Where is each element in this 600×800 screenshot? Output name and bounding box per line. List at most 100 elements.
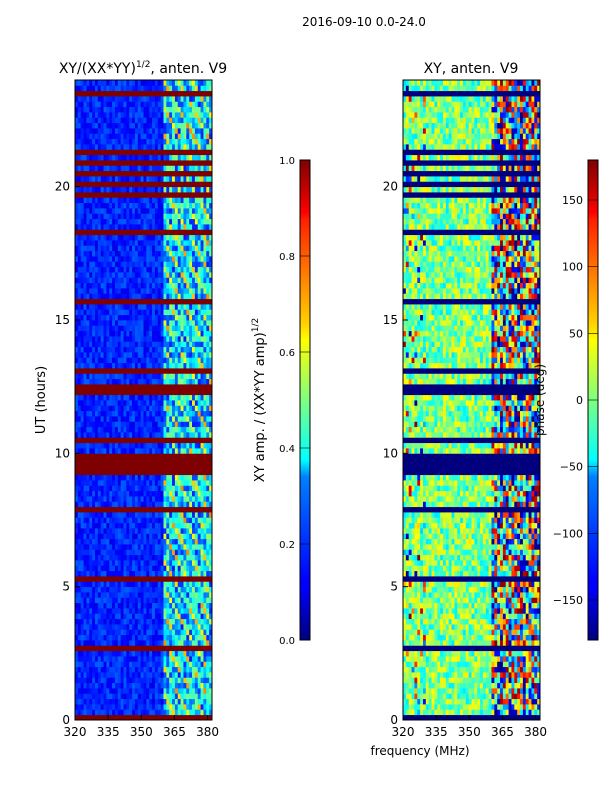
heatmap-cell xyxy=(86,282,90,289)
heatmap-cell xyxy=(112,442,116,449)
heatmap-cell xyxy=(86,640,90,646)
heatmap-cell xyxy=(192,506,196,513)
heatmap-cell xyxy=(149,709,153,716)
heatmap-cell xyxy=(129,522,133,529)
heatmap-cell xyxy=(75,373,79,380)
heatmap-cell xyxy=(83,400,87,406)
heatmap-cell xyxy=(143,464,147,470)
heatmap-cell xyxy=(132,330,136,337)
heatmap-cell xyxy=(94,282,99,289)
heatmap-cell xyxy=(137,373,142,380)
heatmap-cell xyxy=(209,528,213,534)
heatmap-cell xyxy=(166,250,170,257)
heatmap-cell xyxy=(126,661,130,668)
heatmap-cell xyxy=(163,256,167,262)
heatmap-cell xyxy=(109,261,113,268)
heatmap-cell xyxy=(169,458,173,465)
heatmap-cell xyxy=(206,426,210,433)
heatmap-cell xyxy=(174,704,179,710)
heatmap-cell xyxy=(197,608,201,614)
heatmap-cell xyxy=(152,602,156,609)
heatmap-cell xyxy=(149,181,153,188)
heatmap-cell xyxy=(137,368,142,374)
heatmap-cell xyxy=(180,629,184,636)
heatmap-cell xyxy=(180,661,184,668)
heatmap-cell xyxy=(143,362,147,369)
heatmap-cell xyxy=(100,549,104,556)
heatmap-cell xyxy=(75,202,79,209)
heatmap-cell xyxy=(189,464,193,470)
heatmap-cell xyxy=(129,666,133,673)
heatmap-cell xyxy=(157,229,162,236)
heatmap-cell xyxy=(86,240,90,246)
heatmap-cell xyxy=(163,432,167,438)
heatmap-cell xyxy=(114,528,119,534)
heatmap-cell xyxy=(112,624,116,630)
heatmap-cell xyxy=(75,314,79,321)
heatmap-cell xyxy=(103,405,107,412)
heatmap-cell xyxy=(166,277,170,284)
heatmap-cell xyxy=(152,165,156,172)
heatmap-cell xyxy=(194,613,199,620)
heatmap-cell xyxy=(143,288,147,294)
heatmap-cell xyxy=(172,586,176,593)
heatmap-cell xyxy=(180,522,184,529)
heatmap-cell xyxy=(140,256,144,262)
heatmap-cell xyxy=(149,186,153,193)
heatmap-cell xyxy=(86,714,90,721)
heatmap-cell xyxy=(97,677,102,684)
heatmap-cell xyxy=(160,384,164,390)
heatmap-cell xyxy=(143,181,147,188)
heatmap-cell xyxy=(106,538,110,545)
heatmap-cell xyxy=(117,618,122,625)
heatmap-cell xyxy=(114,256,119,262)
heatmap-cell xyxy=(160,309,164,316)
heatmap-cell xyxy=(137,197,142,204)
heatmap-cell xyxy=(97,661,102,668)
heatmap-cell xyxy=(132,469,136,476)
heatmap-cell xyxy=(117,506,122,513)
heatmap-cell xyxy=(94,405,99,412)
heatmap-cell xyxy=(166,186,170,193)
heatmap-cell xyxy=(146,368,150,374)
heatmap-cell xyxy=(172,501,176,508)
heatmap-cell xyxy=(83,613,87,620)
heatmap-cell xyxy=(143,560,147,566)
heatmap-cell xyxy=(166,448,170,454)
heatmap-cell xyxy=(109,442,113,449)
heatmap-cell xyxy=(160,437,164,444)
heatmap-cell xyxy=(112,384,116,390)
heatmap-cell xyxy=(129,629,133,636)
heatmap-cell xyxy=(163,581,167,588)
heatmap-cell xyxy=(146,624,150,630)
heatmap-cell xyxy=(126,528,130,534)
heatmap-cell xyxy=(180,314,184,321)
heatmap-cell xyxy=(163,282,167,289)
heatmap-cell xyxy=(200,170,204,177)
heatmap-cell xyxy=(154,453,159,460)
heatmap-cell xyxy=(180,400,184,406)
heatmap-cell xyxy=(200,378,204,385)
heatmap-cell xyxy=(189,560,193,566)
heatmap-cell xyxy=(75,309,79,316)
heatmap-cell xyxy=(140,234,144,241)
heatmap-cell xyxy=(112,512,116,518)
heatmap-cell xyxy=(169,202,173,209)
heatmap-cell xyxy=(103,304,107,310)
heatmap-cell xyxy=(92,256,96,262)
heatmap-cell xyxy=(203,304,207,310)
heatmap-cell xyxy=(200,650,204,657)
heatmap-cell xyxy=(100,448,104,454)
heatmap-cell xyxy=(146,485,150,492)
heatmap-cell xyxy=(117,581,122,588)
heatmap-cell xyxy=(86,480,90,486)
heatmap-cell xyxy=(75,549,79,556)
heatmap-cell xyxy=(169,421,173,428)
heatmap-cell xyxy=(206,288,210,294)
heatmap-cell xyxy=(203,704,207,710)
heatmap-cell xyxy=(77,432,82,438)
heatmap-cell xyxy=(197,170,201,177)
heatmap-cell xyxy=(97,560,102,566)
heatmap-cell xyxy=(92,277,96,284)
heatmap-cell xyxy=(197,192,201,198)
